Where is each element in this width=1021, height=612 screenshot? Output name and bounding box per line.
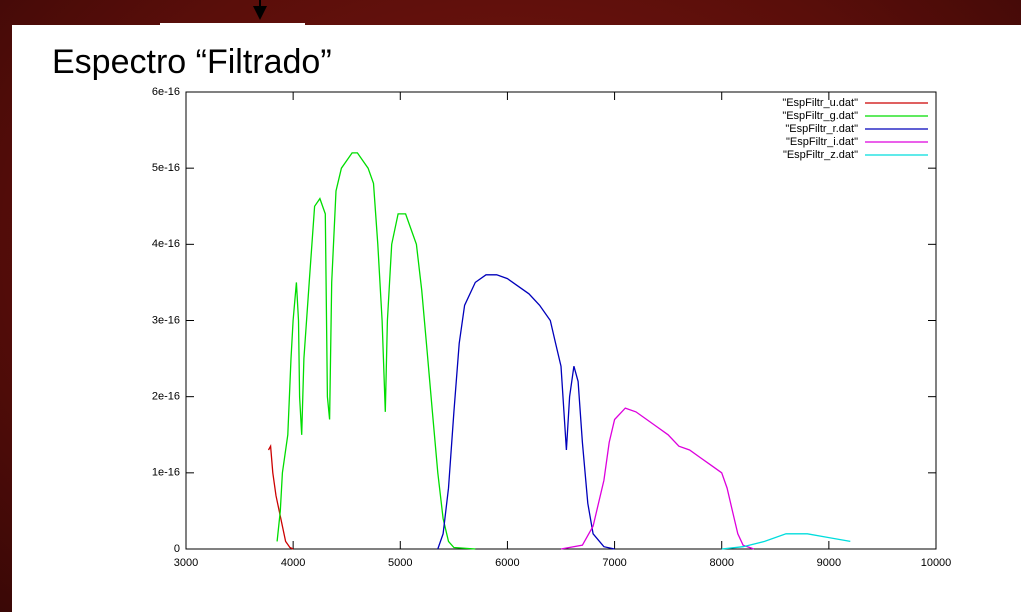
legend-label: "EspFiltr_u.dat" [782, 97, 858, 109]
y-tick-label: 2e-16 [152, 391, 180, 403]
x-tick-label: 6000 [495, 557, 519, 569]
x-tick-label: 10000 [921, 557, 952, 569]
legend-label: "EspFiltr_g.dat" [782, 110, 858, 122]
legend-label: "EspFiltr_r.dat" [785, 123, 858, 135]
y-tick-label: 4e-16 [152, 238, 180, 250]
y-tick-label: 1e-16 [152, 467, 180, 479]
x-tick-label: 4000 [281, 557, 305, 569]
x-tick-label: 7000 [602, 557, 626, 569]
y-tick-label: 0 [174, 543, 180, 555]
y-tick-label: 3e-16 [152, 314, 180, 326]
x-tick-label: 9000 [817, 557, 841, 569]
legend-label: "EspFiltr_z.dat" [783, 149, 858, 161]
y-tick-label: 5e-16 [152, 162, 180, 174]
y-tick-label: 6e-16 [152, 86, 180, 98]
x-tick-label: 8000 [709, 557, 733, 569]
arrow-head [253, 6, 267, 20]
page: Espectro “Filtrado” 0 1e-16 2e-16 3e-16 4e-1… [0, 0, 1021, 612]
legend-label: "EspFiltr_i.dat" [786, 136, 858, 148]
chart: Espectro “Filtrado” 0 1e-16 2e-16 3e-16 4e-1… [0, 0, 1021, 612]
chart-title: Espectro “Filtrado” [52, 43, 332, 81]
x-tick-label: 5000 [388, 557, 412, 569]
x-tick-label: 3000 [174, 557, 198, 569]
